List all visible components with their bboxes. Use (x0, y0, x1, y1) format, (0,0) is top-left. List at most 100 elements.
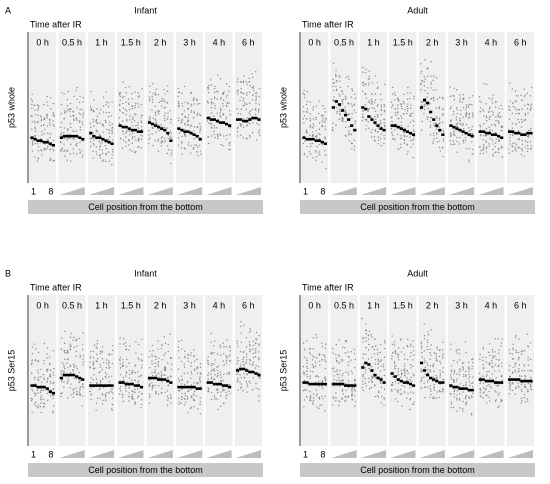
cell-dot (210, 135, 213, 137)
cell-dot (471, 358, 473, 361)
cell-dot (511, 127, 514, 129)
cell-dot (438, 349, 441, 352)
mean-mark (490, 379, 495, 383)
cell-dot (318, 396, 320, 399)
mean-mark (496, 381, 501, 384)
cell-dot (304, 96, 306, 99)
mean-mark (467, 388, 471, 392)
cell-dot (467, 106, 470, 109)
column-bg (447, 295, 476, 446)
cell-dot (192, 116, 195, 119)
cell-dot (339, 95, 341, 97)
cell-dot (243, 102, 246, 104)
cell-dot (120, 386, 122, 388)
cell-dot (131, 132, 134, 134)
cell-dot (364, 382, 367, 385)
cell-dot (530, 127, 532, 130)
cell-dot (208, 122, 210, 125)
cell-dot (125, 385, 127, 387)
position-wedge (235, 187, 261, 195)
cell-dot (501, 126, 504, 128)
cell-dot (40, 124, 42, 127)
cell-dot (347, 374, 350, 376)
cell-dot (164, 352, 166, 354)
cell-dot (341, 398, 344, 400)
cell-dot (390, 101, 393, 104)
column-bg (58, 295, 86, 446)
cell-dot (315, 159, 317, 162)
cell-dot (351, 398, 353, 401)
cell-dot (412, 350, 415, 352)
mean-mark (71, 134, 76, 138)
cell-dot (338, 373, 340, 376)
cell-dot (449, 386, 451, 389)
cell-dot (184, 115, 186, 118)
mean-mark (39, 139, 43, 143)
cell-dot (252, 87, 255, 89)
cell-dot (498, 138, 500, 140)
cell-dot (246, 138, 248, 140)
cell-dot (462, 123, 464, 125)
cell-dot (178, 356, 181, 359)
cell-dot (442, 371, 444, 373)
cell-dot (424, 397, 426, 399)
cell-dot (524, 374, 526, 377)
cell-dot (453, 131, 455, 134)
cell-dot (122, 362, 124, 364)
cell-dot (391, 355, 393, 357)
cell-dot (465, 381, 467, 383)
cell-dot (322, 397, 324, 400)
cell-dot (44, 403, 46, 405)
cell-dot (219, 346, 222, 349)
cell-dot (341, 90, 343, 93)
cell-dot (69, 102, 72, 105)
cell-dot (98, 154, 101, 157)
cell-dot (350, 96, 353, 98)
cell-dot (458, 398, 461, 400)
mean-mark (30, 136, 34, 139)
cell-dot (125, 101, 127, 103)
time-label: 0 h (308, 300, 321, 310)
cell-dot (453, 133, 455, 135)
cell-dot (222, 402, 225, 404)
cell-dot (31, 93, 33, 96)
cell-dot (105, 147, 108, 150)
cell-dot (161, 344, 163, 346)
column-bg (447, 32, 476, 183)
cell-dot (324, 154, 327, 156)
cell-dot (412, 392, 415, 394)
column-bg (477, 32, 505, 183)
cell-dot (195, 144, 198, 146)
cell-dot (377, 362, 379, 365)
cell-dot (169, 356, 172, 359)
cell-dot (515, 123, 517, 125)
cell-dot (456, 410, 458, 412)
cell-dot (442, 357, 444, 359)
cell-dot (377, 390, 380, 392)
cell-dot (344, 134, 347, 137)
mean-mark (147, 121, 152, 124)
cell-dot (520, 350, 522, 353)
cell-dot (49, 160, 51, 162)
cell-dot (497, 115, 499, 117)
cell-dot (325, 361, 327, 363)
cell-dot (95, 378, 98, 380)
cell-dot (523, 96, 526, 98)
cell-dot (494, 125, 497, 127)
cell-dot (429, 396, 431, 398)
cell-dot (315, 357, 318, 359)
cell-dot (70, 143, 72, 145)
cell-dot (484, 389, 487, 391)
cell-dot (479, 106, 482, 109)
cell-dot (347, 85, 349, 88)
cell-dot (167, 376, 169, 379)
cell-dot (193, 138, 195, 140)
mean-mark (461, 387, 465, 390)
cell-dot (66, 99, 69, 101)
cell-dot (236, 340, 238, 343)
cell-dot (500, 129, 503, 132)
cell-dot (442, 388, 445, 391)
cell-dot (125, 141, 127, 143)
cell-dot (485, 83, 488, 86)
cell-dot (177, 144, 180, 146)
